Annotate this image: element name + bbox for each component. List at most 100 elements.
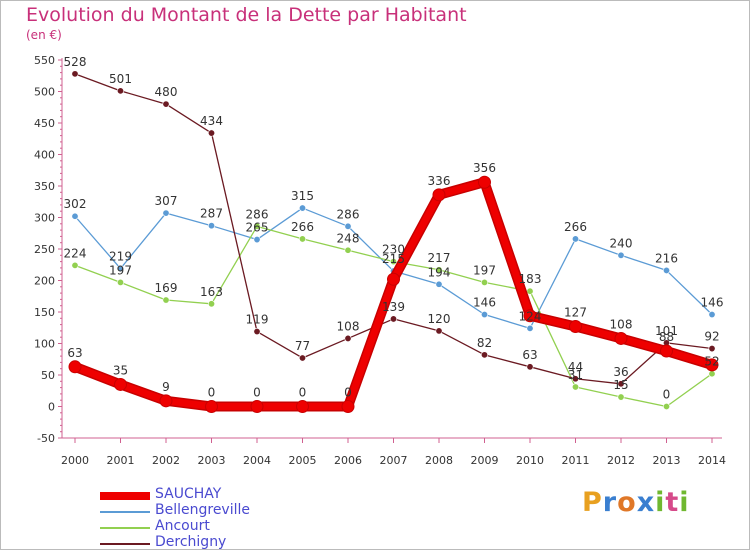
x-tick-label: 2005 — [289, 454, 317, 467]
data-label-ancourt: 197 — [473, 263, 496, 277]
x-tick-label: 2009 — [471, 454, 499, 467]
data-point-ancourt — [480, 278, 488, 286]
data-label-derchigny: 501 — [109, 72, 132, 86]
data-label-ancourt: 197 — [109, 263, 132, 277]
data-label-bellengreville: 265 — [246, 221, 269, 235]
data-label-derchigny: 120 — [428, 312, 451, 326]
data-point-derchigny — [389, 315, 397, 323]
data-point-derchigny — [344, 334, 352, 342]
data-label-derchigny: 36 — [613, 365, 628, 379]
data-label-bellengreville: 315 — [291, 189, 314, 203]
data-label-derchigny: 63 — [522, 348, 537, 362]
x-tick-label: 2010 — [516, 454, 544, 467]
x-tick-label: 2002 — [152, 454, 180, 467]
data-label-derchigny: 44 — [568, 360, 583, 374]
x-tick-label: 2011 — [562, 454, 590, 467]
data-label-bellengreville: 215 — [382, 252, 405, 266]
data-label-bellengreville: 124 — [519, 309, 542, 323]
data-label-bellengreville: 146 — [473, 296, 496, 310]
data-label-sauchay: 108 — [610, 317, 633, 331]
data-point-derchigny — [298, 354, 306, 362]
data-label-ancourt: 224 — [64, 246, 87, 260]
data-label-derchigny: 92 — [704, 330, 719, 344]
data-point-sauchay — [341, 400, 355, 413]
data-point-ancourt — [435, 266, 443, 274]
legend-swatch-ancourt — [100, 527, 150, 529]
data-point-derchigny — [253, 328, 261, 336]
data-label-sauchay: 0 — [208, 386, 216, 400]
x-tick-label: 2000 — [61, 454, 89, 467]
data-point-bellengreville — [298, 204, 306, 212]
data-label-ancourt: 217 — [428, 251, 451, 265]
data-point-sauchay — [523, 309, 537, 323]
data-label-ancourt: 286 — [246, 207, 269, 221]
data-label-derchigny: 77 — [295, 339, 310, 353]
legend-swatch-derchigny — [100, 543, 150, 545]
data-point-sauchay — [705, 358, 719, 372]
data-point-ancourt — [253, 222, 261, 230]
legend-item-derchigny[interactable]: Derchigny — [100, 534, 320, 552]
data-label-derchigny: 108 — [337, 319, 360, 333]
data-point-ancourt — [162, 296, 170, 304]
legend-item-ancourt[interactable]: Ancourt — [100, 518, 320, 536]
logo-letter: o — [617, 487, 637, 518]
legend-item-sauchay[interactable]: SAUCHAY — [100, 486, 320, 504]
x-tick-label: 2012 — [607, 454, 635, 467]
y-tick-label: 500 — [34, 86, 55, 99]
y-tick-label: -50 — [37, 432, 55, 445]
data-point-sauchay — [432, 188, 446, 202]
data-point-bellengreville — [571, 235, 579, 243]
data-label-bellengreville: 287 — [200, 207, 223, 221]
data-point-bellengreville — [662, 266, 670, 274]
y-tick-label: 350 — [34, 180, 55, 193]
series-layer — [68, 70, 719, 413]
y-tick-label: 0 — [48, 401, 55, 414]
data-point-sauchay — [250, 400, 264, 413]
data-point-sauchay — [387, 272, 400, 286]
x-tick-label: 2004 — [243, 454, 271, 467]
y-tick-label: 50 — [41, 369, 55, 382]
data-label-bellengreville: 302 — [64, 197, 87, 211]
data-point-ancourt — [662, 402, 670, 410]
logo-letter: t — [665, 487, 680, 518]
data-label-bellengreville: 219 — [109, 250, 132, 264]
data-point-derchigny — [117, 87, 125, 95]
data-point-sauchay — [205, 400, 218, 413]
data-point-ancourt — [526, 287, 534, 295]
data-label-sauchay: 0 — [253, 386, 261, 400]
y-tick-label: 250 — [34, 243, 55, 256]
data-label-bellengreville: 307 — [155, 194, 178, 208]
data-point-ancourt — [208, 300, 216, 308]
legend-item-bellengreville[interactable]: Bellengreville — [100, 502, 320, 520]
y-tick-label: 450 — [34, 117, 55, 130]
data-point-bellengreville — [253, 236, 261, 244]
x-tick-label: 2008 — [425, 454, 453, 467]
data-label-ancourt: 163 — [200, 285, 223, 299]
data-label-ancourt: 183 — [519, 272, 542, 286]
legend-label-sauchay: SAUCHAY — [155, 486, 222, 502]
data-label-derchigny: 434 — [200, 114, 223, 128]
series-ancourt — [71, 222, 716, 410]
data-label-sauchay: 336 — [428, 174, 451, 188]
data-label-sauchay: 9 — [162, 380, 170, 394]
data-point-derchigny — [435, 327, 443, 335]
data-point-derchigny — [571, 375, 579, 383]
data-point-bellengreville — [435, 280, 443, 288]
data-point-ancourt — [617, 393, 625, 401]
data-point-sauchay — [614, 331, 628, 345]
data-labels: 63 35 9 0 0 0 0 336 356 127 108 88 302 219 307 287 265 31… — [64, 55, 724, 402]
data-label-bellengreville: 216 — [655, 251, 678, 265]
data-label-ancourt: 169 — [155, 281, 178, 295]
legend-label-derchigny: Derchigny — [155, 534, 227, 550]
data-label-sauchay: 127 — [564, 305, 587, 319]
data-point-sauchay — [660, 344, 673, 358]
y-tick-label: 300 — [34, 212, 55, 225]
data-point-derchigny — [708, 345, 716, 353]
data-point-sauchay — [296, 400, 309, 413]
data-label-bellengreville: 194 — [428, 265, 451, 279]
data-point-ancourt — [571, 383, 579, 391]
data-label-derchigny: 528 — [64, 55, 87, 69]
data-point-derchigny — [162, 100, 170, 108]
data-point-ancourt — [298, 235, 306, 243]
